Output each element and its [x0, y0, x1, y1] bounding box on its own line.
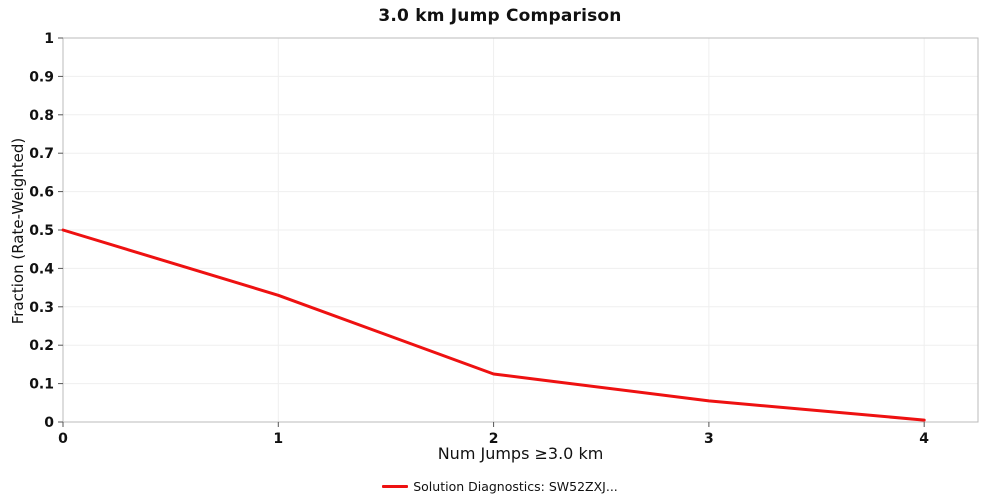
y-tick-label: 0 — [44, 415, 54, 431]
y-tick-label: 0.5 — [29, 223, 54, 239]
x-tick-label: 3 — [704, 431, 714, 447]
y-tick-label: 0.3 — [29, 300, 54, 316]
x-tick-label: 2 — [489, 431, 499, 447]
x-tick-label: 1 — [273, 431, 283, 447]
chart-title: 3.0 km Jump Comparison — [378, 6, 622, 26]
y-tick-label: 0.1 — [29, 377, 54, 393]
y-tick-label: 0.6 — [29, 185, 54, 201]
y-tick-label: 0.9 — [29, 69, 54, 85]
y-tick-label: 0.8 — [29, 108, 54, 124]
x-axis-label: Num Jumps ≥3.0 km — [437, 444, 604, 463]
series-line — [61, 228, 926, 422]
x-tick-label: 0 — [58, 431, 68, 447]
legend-series-label: Solution Diagnostics: SW52ZXJ... — [413, 479, 618, 494]
y-tick-label: 0.4 — [29, 261, 54, 277]
y-tick-label: 1 — [44, 31, 54, 47]
legend-line-swatch — [382, 485, 409, 488]
y-tick-label: 0.7 — [29, 146, 54, 162]
y-tick-label: 0.2 — [29, 338, 54, 354]
x-tick-label: 4 — [919, 431, 929, 447]
legend: Solution Diagnostics: SW52ZXJ... — [0, 479, 1000, 494]
